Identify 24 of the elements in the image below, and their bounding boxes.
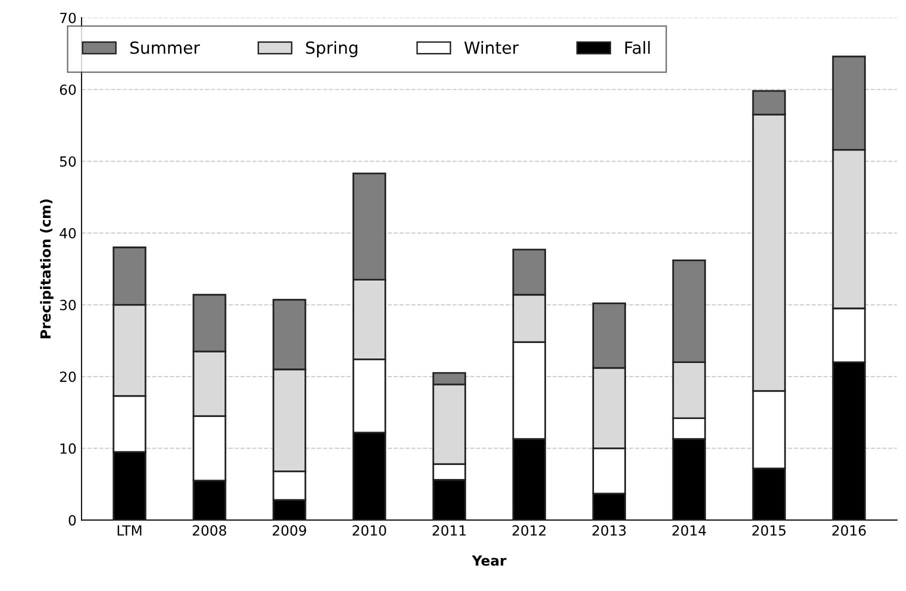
y-tick-label: 30 <box>60 300 76 310</box>
y-tick-label: 10 <box>60 443 76 454</box>
legend-label: Winter <box>464 41 519 54</box>
x-tick-label: 2015 <box>752 525 786 536</box>
x-tick-label: 2011 <box>432 525 466 536</box>
y-tick-label: 0 <box>68 515 76 526</box>
x-tick-label: 2012 <box>512 525 546 536</box>
y-axis-title: Precipitation (cm) <box>40 199 54 338</box>
x-tick-label: 2010 <box>352 525 386 536</box>
x-tick-label: 2009 <box>272 525 306 536</box>
legend-label: Fall <box>625 41 650 54</box>
legend-label: Spring <box>306 41 358 58</box>
y-tick-label: 50 <box>60 156 76 167</box>
legend-label: Summer <box>130 41 200 54</box>
y-tick-label: 40 <box>60 228 76 238</box>
x-axis-title: Year <box>472 555 506 566</box>
x-tick-label: LTM <box>118 525 142 536</box>
x-tick-label: 2014 <box>672 525 706 536</box>
y-tick-label: 70 <box>60 12 76 24</box>
y-tick-label: 60 <box>60 84 76 95</box>
y-tick-label: 20 <box>60 372 76 382</box>
x-tick-label: 2008 <box>192 525 226 536</box>
x-tick-label: 2013 <box>592 525 626 536</box>
x-tick-label: 2016 <box>832 525 866 536</box>
